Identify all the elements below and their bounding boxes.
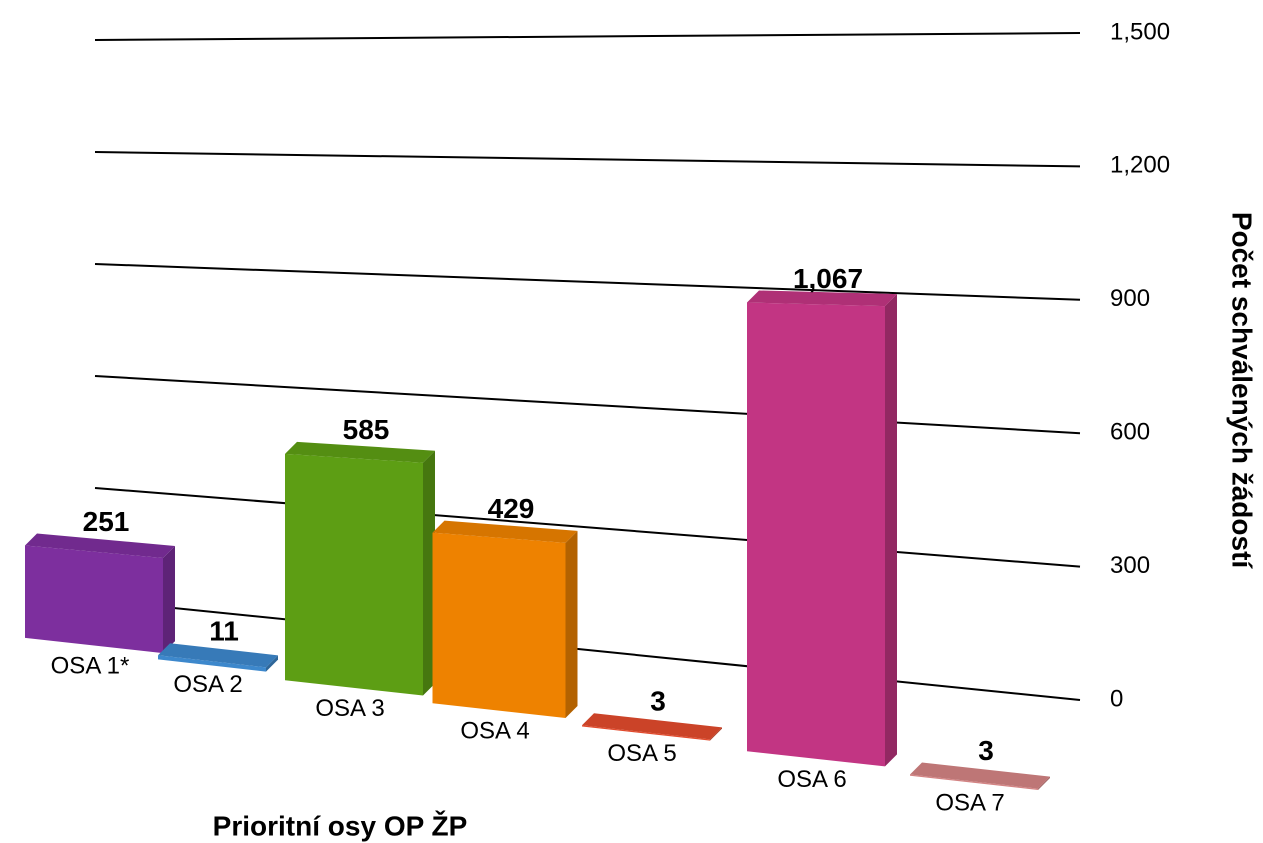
bar [910,762,1050,790]
bar [285,441,435,696]
bar-front [910,774,1038,790]
y-tick-label: 900 [1110,285,1150,312]
value-label: 1,067 [793,263,863,294]
x-tick-label: OSA 1* [51,652,130,679]
bar-side [163,545,175,654]
bar-top [747,290,897,307]
value-label: 429 [488,493,535,524]
bar [582,713,722,741]
bar-front [747,302,885,767]
grid-line [94,375,1081,435]
bar-front [158,655,266,672]
grid-line [94,151,1081,168]
bar-top [285,441,435,463]
y-tick-label: 1,500 [1110,18,1170,45]
value-label: 585 [343,414,390,445]
grid-line [94,32,1081,41]
bar [432,520,578,718]
grid-line [94,487,1081,568]
x-axis-title: Prioritní osy OP ŽP [213,810,468,841]
x-tick-label: OSA 5 [607,740,676,767]
bar-front [25,545,163,654]
bar [25,533,175,654]
value-label: 3 [650,686,666,717]
x-tick-label: OSA 7 [935,789,1004,816]
y-tick-label: 0 [1110,685,1123,712]
y-tick-label: 1,200 [1110,152,1170,179]
bar [158,643,278,672]
bar-top [582,713,722,740]
bar-front [582,725,710,741]
y-axis-title: Počet schválených žádostí [1227,212,1258,570]
bar-front [285,453,423,696]
value-label: 251 [83,506,130,537]
value-label: 3 [978,735,994,766]
value-label: 11 [209,616,239,647]
bar-top [25,533,175,558]
bar-side [565,530,578,718]
x-tick-label: OSA 4 [460,717,529,744]
y-tick-label: 300 [1110,552,1150,579]
bar-side [266,655,278,672]
bar-side [710,727,722,741]
x-tick-label: OSA 6 [777,766,846,793]
bar-top [910,762,1050,789]
grid-line [94,599,1081,701]
x-tick-label: OSA 3 [315,695,384,722]
bar-front [432,532,566,718]
bar-side [885,294,897,767]
bar-top [432,520,578,543]
bar-side [423,450,435,696]
x-tick-label: OSA 2 [173,671,242,698]
bar-top [158,643,278,668]
y-tick-label: 600 [1110,419,1150,446]
grid-line [94,263,1081,301]
bar-side [1038,776,1050,790]
bar [747,290,897,767]
